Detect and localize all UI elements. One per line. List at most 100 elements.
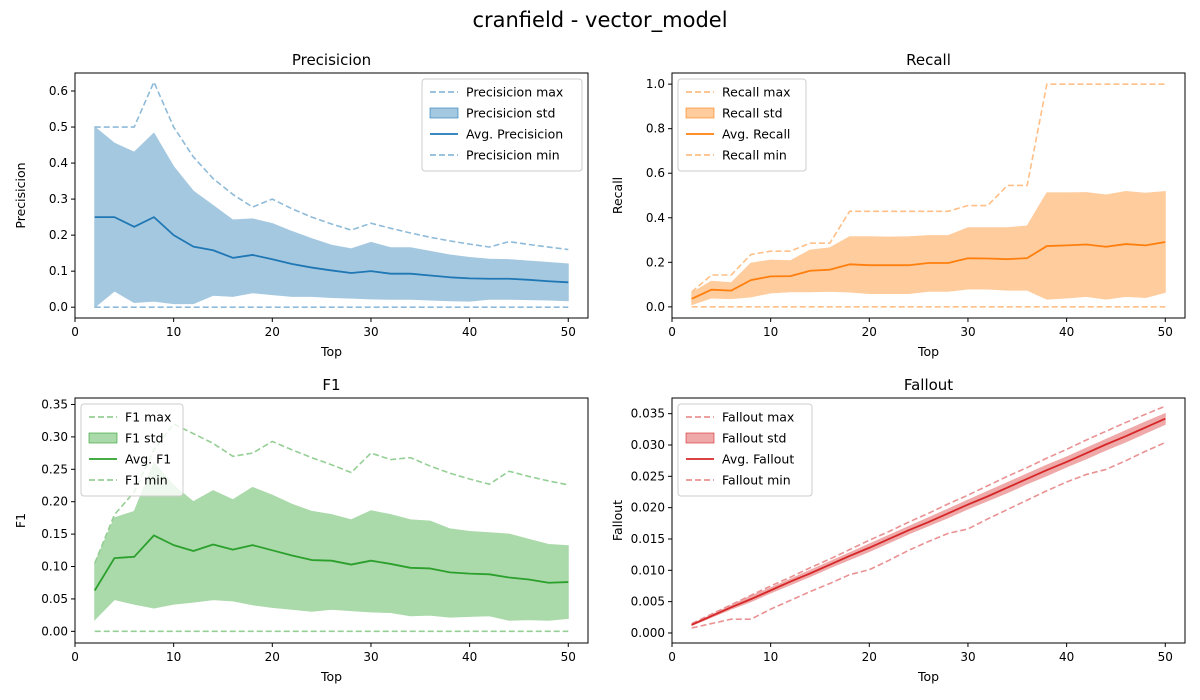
- x-tick-label: 30: [363, 650, 378, 664]
- x-tick-label: 40: [1059, 650, 1074, 664]
- x-tick-label: 10: [763, 650, 778, 664]
- legend-label-std: Recall std: [722, 106, 783, 121]
- legend: Precisicion max Precisicion std Avg. Preci…: [421, 78, 583, 172]
- chart-title: Precisicion: [292, 51, 371, 69]
- chart-title: Recall: [906, 51, 951, 69]
- legend-label-avg: Avg. Recall: [722, 127, 790, 142]
- legend-swatch-std: [685, 107, 715, 119]
- y-tick-label: 0.020: [631, 501, 665, 515]
- legend-swatch-std: [685, 432, 715, 444]
- y-tick-label: 0.05: [41, 592, 68, 606]
- legend-label-avg: Avg. Fallout: [722, 452, 794, 467]
- legend-label-std: Precisicion std: [466, 106, 555, 121]
- plot-frame: [74, 397, 589, 644]
- legend: Recall max Recall std Avg. Recall Recall mi…: [677, 78, 807, 172]
- plot-frame: [74, 72, 589, 319]
- x-tick-label: 20: [862, 650, 877, 664]
- avg-line: [691, 417, 1166, 626]
- legend-label-std: Fallout std: [722, 431, 786, 446]
- max-line: [93, 423, 569, 564]
- y-tick-label: 0.1: [49, 264, 68, 278]
- x-axis-label: Top: [320, 669, 342, 684]
- legend: Fallout max Fallout std Avg. Fallout Fallou…: [677, 403, 813, 497]
- y-tick-label: 0.035: [631, 407, 665, 421]
- y-tick-label: 0.030: [631, 438, 665, 452]
- y-tick-label: 0.15: [41, 527, 68, 541]
- y-tick-label: 0.6: [49, 84, 68, 98]
- avg-line: [94, 216, 569, 284]
- legend-label-max: F1 max: [125, 410, 171, 425]
- x-tick-label: 10: [763, 325, 778, 339]
- y-tick-label: 0.010: [631, 563, 665, 577]
- x-tick-label: 0: [668, 325, 676, 339]
- plot-frame: [671, 397, 1186, 644]
- x-axis-label: Top: [320, 344, 342, 359]
- y-tick-label: 0.025: [631, 469, 665, 483]
- std-band: [691, 190, 1166, 306]
- legend-label-min: Fallout min: [722, 473, 791, 488]
- y-tick-label: 0.8: [646, 122, 665, 136]
- legend-label-max: Precisicion max: [466, 85, 563, 100]
- precision-chart: 0 10 20 30 40 50 0.0 0.1 0.2 0.3 0.4 0.5 0.6 Precisic…: [13, 51, 589, 359]
- x-tick-label: 50: [1158, 325, 1173, 339]
- x-tick-label: 0: [668, 650, 676, 664]
- figure-title: cranfield - vector_model: [472, 8, 728, 32]
- legend: F1 max F1 std Avg. F1 F1 min: [80, 403, 184, 497]
- avg-line: [93, 534, 569, 591]
- legend-label-min: Recall min: [722, 148, 787, 163]
- x-tick-label: 50: [1158, 650, 1173, 664]
- x-tick-label: 30: [960, 650, 975, 664]
- legend-label-avg: Avg. Precisicion: [466, 127, 563, 142]
- x-tick-label: 40: [1059, 325, 1074, 339]
- y-tick-label: 0.000: [631, 626, 665, 640]
- y-tick-label: 0.0: [646, 300, 665, 314]
- x-tick-label: 20: [265, 650, 280, 664]
- y-tick-label: 0.5: [49, 120, 68, 134]
- y-tick-label: 0.6: [646, 166, 665, 180]
- max-line: [94, 81, 569, 251]
- y-tick-label: 0.10: [41, 560, 68, 574]
- y-tick-label: 0.4: [646, 211, 665, 225]
- chart-title: Fallout: [904, 376, 953, 394]
- y-tick-label: 0.35: [41, 397, 68, 411]
- y-axis-label: Fallout: [610, 500, 625, 541]
- f1-chart: 0 10 20 30 40 50 0.00 0.05 0.10 0.15 0.20 0.25 0.30 0…: [13, 376, 589, 684]
- x-tick-label: 20: [265, 325, 280, 339]
- max-line: [691, 83, 1166, 293]
- legend-label-max: Recall max: [722, 85, 791, 100]
- x-tick-label: 50: [561, 650, 576, 664]
- y-tick-label: 1.0: [646, 77, 665, 91]
- max-line: [691, 405, 1166, 625]
- legend-frame: [677, 78, 807, 172]
- x-tick-label: 40: [462, 650, 477, 664]
- min-line: [691, 441, 1166, 629]
- avg-line: [691, 241, 1166, 300]
- x-tick-label: 10: [166, 650, 181, 664]
- legend-frame: [677, 403, 813, 497]
- x-tick-label: 10: [166, 325, 181, 339]
- x-tick-label: 40: [462, 325, 477, 339]
- std-band: [94, 461, 569, 621]
- chart-title: F1: [322, 376, 340, 394]
- recall-chart: 0 10 20 30 40 50 0.0 0.2 0.4 0.6 0.8 1.0 Recall Top Re…: [610, 51, 1186, 359]
- legend-swatch-std: [429, 107, 459, 119]
- x-tick-label: 20: [862, 325, 877, 339]
- x-tick-label: 0: [71, 325, 79, 339]
- legend-label-min: F1 min: [125, 473, 168, 488]
- x-tick-label: 0: [71, 650, 79, 664]
- y-tick-label: 0.005: [631, 595, 665, 609]
- fallout-chart: 0 10 20 30 40 50 0.000 0.005 0.010 0.015 0.020 0.02…: [610, 376, 1186, 684]
- x-tick-label: 30: [960, 325, 975, 339]
- y-tick-label: 0.0: [49, 300, 68, 314]
- x-axis-label: Top: [917, 669, 939, 684]
- y-axis-label: Recall: [610, 177, 625, 214]
- x-tick-label: 50: [561, 325, 576, 339]
- legend-label-max: Fallout max: [722, 410, 794, 425]
- legend-label-min: Precisicion min: [466, 148, 560, 163]
- legend-label-avg: Avg. F1: [125, 452, 171, 467]
- x-axis-label: Top: [917, 344, 939, 359]
- y-tick-label: 0.2: [646, 255, 665, 269]
- y-tick-label: 0.20: [41, 495, 68, 509]
- y-axis-label: Precisicion: [13, 162, 28, 228]
